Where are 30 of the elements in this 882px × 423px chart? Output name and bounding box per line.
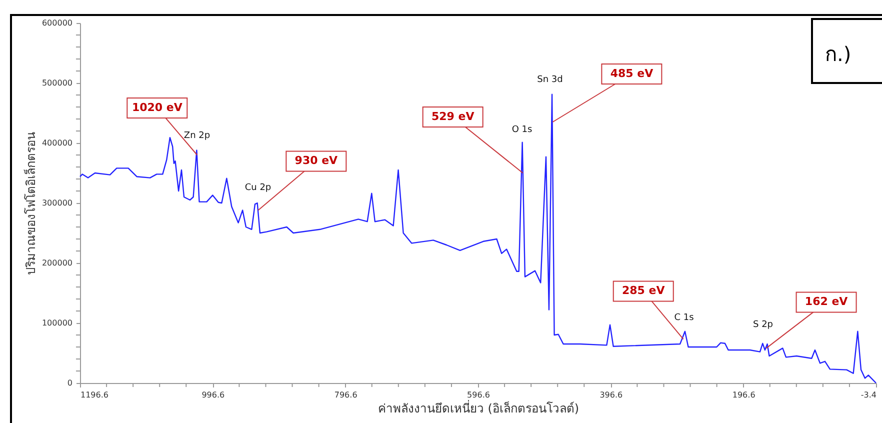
annotation: O 1s	[512, 125, 532, 135]
annotation: 1020 eV	[132, 101, 183, 114]
y-tick-label: 0	[67, 378, 72, 388]
annotation: Zn 2p	[184, 131, 210, 141]
x-tick-label: 1196.6	[80, 390, 108, 400]
y-tick-label: 200000	[42, 258, 72, 268]
label-box: ก.)	[811, 18, 882, 84]
y-tick-label: 100000	[42, 318, 72, 328]
annotation: 529 eV	[431, 110, 475, 123]
x-tick-label: 996.6	[202, 390, 225, 400]
x-tick-label: 396.6	[600, 390, 623, 400]
x-tick-label: 796.6	[334, 390, 358, 400]
annotation: ก.)	[825, 41, 852, 68]
annotation: S 2p	[752, 320, 774, 330]
annotation: 485 eV	[610, 67, 654, 80]
y-tick-label: 600000	[42, 18, 72, 28]
annotation: Sn 3d	[537, 75, 563, 85]
y-tick-label: 300000	[42, 198, 72, 208]
annotation: C 1s	[674, 313, 694, 323]
x-axis-title: ค่าพลังงานยึดเหนี่ยว (อิเล็กตรอนโวลต์)	[378, 400, 580, 416]
x-tick-label: -3.4	[860, 390, 876, 400]
y-tick-label: 400000	[42, 138, 72, 148]
annotation: 162 eV	[804, 295, 848, 308]
annotation: 285 eV	[622, 284, 666, 298]
x-tick-label: 596.6	[467, 390, 490, 400]
annotation: Cu 2p	[244, 183, 272, 193]
annotation: 930 eV	[294, 154, 338, 168]
x-tick-label: 196.6	[732, 390, 756, 400]
y-tick-label: 500000	[42, 78, 72, 88]
y-axis-title: ปริมาณของโฟโตอิเล็กตรอน	[22, 132, 38, 275]
